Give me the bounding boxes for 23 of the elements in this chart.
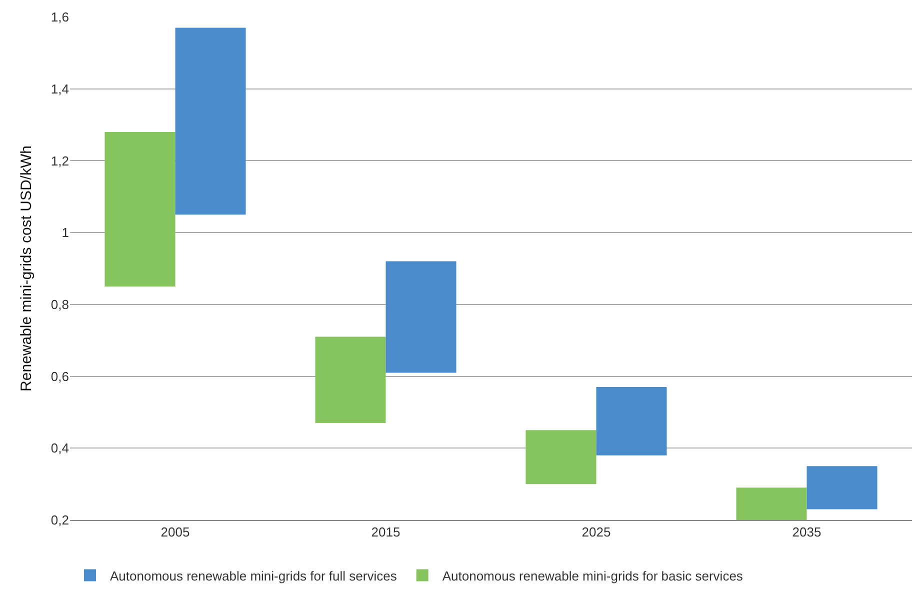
bar [175, 28, 246, 215]
y-tick-label: 1 [62, 225, 69, 240]
y-tick-label: 1,2 [50, 153, 69, 168]
legend-label: Autonomous renewable mini-grids for full services [110, 568, 398, 584]
bar [736, 488, 807, 520]
bar [806, 466, 878, 510]
y-tick-label: 0,2 [50, 512, 69, 528]
y-tick-label: 1,6 [50, 10, 69, 25]
bar [315, 336, 386, 423]
x-tick-label: 2035 [792, 524, 822, 540]
x-tick-label: 2005 [160, 524, 190, 540]
bar [596, 387, 667, 456]
y-tick-label: 1,4 [50, 81, 69, 96]
legend-label: Autonomous renewable mini-grids for basic services [442, 568, 744, 584]
y-axis-title: Renewable mini-grids cost USD/kWh [18, 146, 36, 392]
y-tick-label: 0,4 [50, 440, 69, 456]
bar [386, 261, 456, 373]
bar [526, 430, 596, 484]
y-tick-label: 0,6 [50, 368, 69, 384]
bar [104, 132, 176, 286]
y-tick-label: 0,8 [50, 296, 69, 312]
x-tick-label: 2015 [371, 524, 400, 540]
x-tick-label: 2025 [582, 524, 611, 540]
